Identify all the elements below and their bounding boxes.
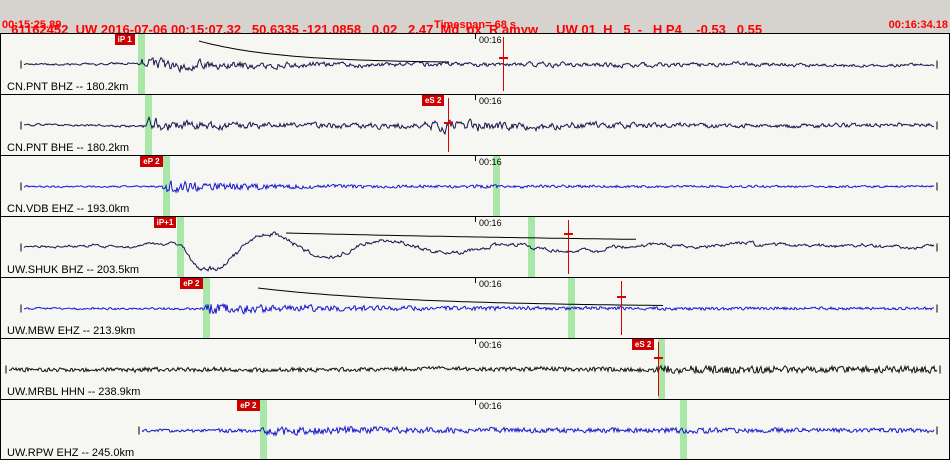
coda-decay-curve <box>198 40 450 63</box>
red-pick-line[interactable] <box>568 220 570 274</box>
waveform-svg <box>20 231 938 272</box>
time-label: 00:16 <box>479 218 502 228</box>
waveform-trace <box>23 56 935 74</box>
phase-label[interactable]: iP 1 <box>114 34 135 45</box>
waveform-svg <box>20 40 938 74</box>
trace-panel-4[interactable]: 00:16 iP+1 UW.SHUK BHZ -- 203.5km <box>1 216 949 277</box>
minute-tick <box>475 156 477 161</box>
phase-label[interactable]: eP 2 <box>237 400 260 411</box>
coda-decay-curve <box>285 232 636 240</box>
waveform-trace <box>141 425 935 437</box>
station-label: UW.MRBL HHN -- 238.9km <box>7 386 141 398</box>
waveform-svg <box>20 287 938 315</box>
phase-label[interactable]: eP 2 <box>180 278 203 289</box>
station-label: UW.SHUK BHZ -- 203.5km <box>7 264 140 276</box>
red-pick-crossbar <box>443 122 453 125</box>
time-label: 00:16 <box>479 157 502 167</box>
timespan-label: Timespan= 68 s <box>433 19 517 31</box>
station-label: UW.RPW EHZ -- 245.0km <box>7 447 135 459</box>
green-pick-bar[interactable] <box>528 217 536 277</box>
red-pick-crossbar <box>564 232 574 235</box>
red-pick-line[interactable] <box>620 281 622 335</box>
station-label: CN.PNT BHE -- 180.2km <box>7 142 130 154</box>
phase-label[interactable]: eS 2 <box>421 95 445 106</box>
red-pick-crossbar <box>498 57 508 60</box>
trace-panel-3[interactable]: 00:16 eP 2 CN.VDB EHZ -- 193.0km <box>1 155 949 216</box>
station-label: UW.MBW EHZ -- 213.9km <box>7 325 136 337</box>
waveform-svg <box>20 115 938 136</box>
red-pick-line[interactable] <box>502 37 504 91</box>
station-label: CN.PNT BHZ -- 180.2km <box>7 81 129 93</box>
minute-tick <box>475 95 477 100</box>
green-pick-bar[interactable] <box>680 400 688 459</box>
phase-label[interactable]: eP 2 <box>140 156 163 167</box>
time-label: 00:16 <box>479 401 502 411</box>
minute-tick <box>475 217 477 222</box>
coda-decay-curve <box>257 287 664 306</box>
waveform-trace <box>23 231 935 272</box>
waveform-trace <box>23 115 935 136</box>
trace-panel-7[interactable]: 00:16 eP 2 UW.RPW EHZ -- 245.0km <box>1 399 949 459</box>
station-label: CN.VDB EHZ -- 193.0km <box>7 203 130 215</box>
minute-tick <box>475 339 477 344</box>
minute-tick <box>475 34 477 39</box>
phase-label[interactable]: eS 2 <box>631 339 655 350</box>
red-pick-line[interactable] <box>447 98 449 152</box>
trace-panel-2[interactable]: 00:16 eS 2 CN.PNT BHE -- 180.2km <box>1 94 949 155</box>
time-label: 00:16 <box>479 279 502 289</box>
waveform-trace <box>8 364 938 375</box>
waveform-svg <box>20 180 938 194</box>
trace-panels: 00:16 iP 1 CN.PNT BHZ -- 180.2km 00:16 eS 2 C… <box>0 33 950 460</box>
red-pick-line[interactable] <box>657 342 659 396</box>
window-end-time: 00:16:34.18 <box>888 19 948 31</box>
minute-tick <box>475 400 477 405</box>
trace-panel-5[interactable]: 00:16 eP 2 UW.MBW EHZ -- 213.9km <box>1 277 949 338</box>
red-pick-crossbar <box>616 296 626 299</box>
waveform-trace <box>23 303 935 315</box>
waveform-svg <box>138 425 938 437</box>
event-header: 61162452 UW 2016-07-06 00:15:07.32 50.63… <box>0 0 950 37</box>
green-pick-bar[interactable] <box>176 217 184 277</box>
trace-panel-1[interactable]: 00:16 iP 1 CN.PNT BHZ -- 180.2km <box>1 33 949 94</box>
time-label: 00:16 <box>479 35 502 45</box>
time-label: 00:16 <box>479 340 502 350</box>
phase-label[interactable]: iP+1 <box>153 217 177 228</box>
red-pick-crossbar <box>653 357 663 360</box>
waveform-svg <box>5 364 941 375</box>
green-pick-bar[interactable] <box>145 95 153 155</box>
time-label: 00:16 <box>479 96 502 106</box>
green-pick-bar[interactable] <box>163 156 171 216</box>
window-start-time: 00:15:25.89 <box>2 19 62 31</box>
trace-panel-6[interactable]: 00:16 eS 2 UW.MRBL HHN -- 238.9km <box>1 338 949 399</box>
time-axis-bar: 00:15:25.89 Timespan= 68 s 00:16:34.18 <box>0 19 950 33</box>
waveform-trace <box>23 180 935 194</box>
minute-tick <box>475 278 477 283</box>
